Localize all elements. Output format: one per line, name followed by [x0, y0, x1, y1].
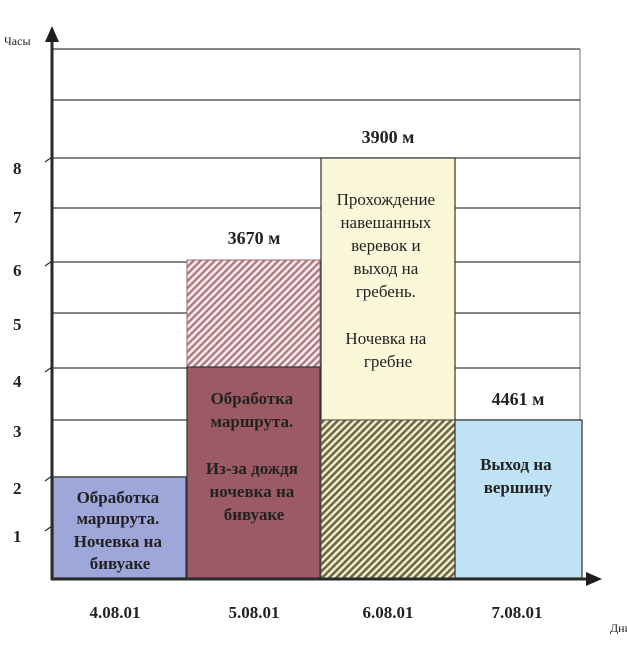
- x-tick-label: 7.08.01: [492, 603, 543, 622]
- bar-text: Выход на вершину: [480, 455, 556, 497]
- y-tick-label: 6: [13, 261, 22, 280]
- bar-segment: [320, 157, 456, 421]
- x-axis-arrow-icon: [586, 572, 602, 586]
- x-tick-labels: 4.08.01 5.08.01 6.08.01 7.08.01: [90, 603, 543, 622]
- bar-segment: [454, 419, 583, 579]
- y-tick-label: 7: [13, 208, 22, 227]
- bar-segment: [52, 476, 187, 579]
- y-axis-arrow-icon: [45, 26, 59, 42]
- altitude-label: 3900 м: [362, 127, 415, 147]
- bar-5-08-01: Обработка маршрута. Из-за дождя ночевка …: [186, 228, 321, 579]
- bar-segment-hatched: [186, 259, 321, 369]
- altitude-label: 4461 м: [492, 389, 545, 409]
- y-axis-label: Часы: [4, 34, 31, 48]
- bar-7-08-01: Выход на вершину 4461 м: [454, 389, 583, 579]
- altitude-label: 3670 м: [228, 228, 281, 248]
- x-axis-label: Дни: [610, 621, 627, 635]
- bar-segment: [186, 366, 321, 579]
- y-tick-label: 5: [13, 315, 22, 334]
- y-tick-label: 1: [13, 527, 22, 546]
- bar-6-08-01: Прохождение навешанных веревок и выход н…: [320, 127, 456, 579]
- y-tick-label: 8: [13, 159, 22, 178]
- bar-4-08-01: Обработка маршрута. Ночевка на бивуаке: [52, 476, 187, 579]
- x-tick-label: 6.08.01: [363, 603, 414, 622]
- bars: Обработка маршрута. Ночевка на бивуаке О…: [52, 127, 583, 579]
- axes: Часы Дни: [4, 26, 627, 635]
- x-tick-label: 4.08.01: [90, 603, 141, 622]
- bar-text: Обработка маршрута. Ночевка на бивуаке: [74, 488, 166, 573]
- y-tick-label: 4: [13, 372, 22, 391]
- x-tick-label: 5.08.01: [229, 603, 280, 622]
- y-tick-label: 2: [13, 479, 22, 498]
- bar-segment-hatched: [320, 419, 456, 579]
- bar-text: Прохождение навешанных веревок и выход н…: [337, 190, 440, 371]
- y-tick-label: 3: [13, 422, 22, 441]
- bar-text: Обработка маршрута. Из-за дождя ночевка …: [206, 389, 302, 524]
- y-tick-labels: 1 2 3 4 5 6 7 8: [13, 159, 22, 546]
